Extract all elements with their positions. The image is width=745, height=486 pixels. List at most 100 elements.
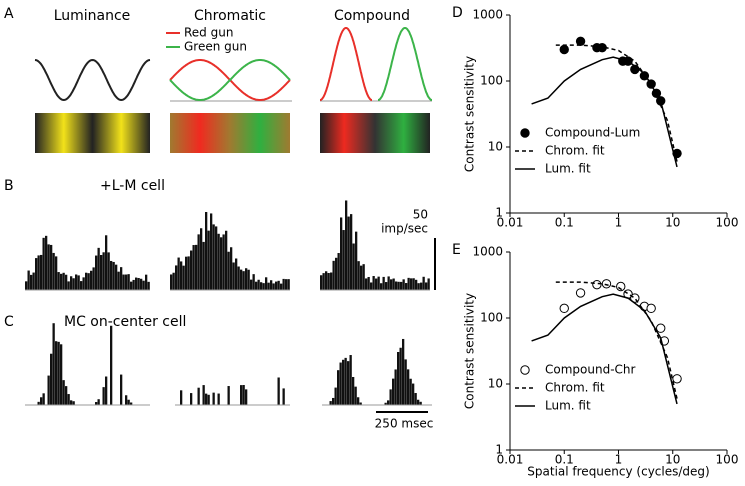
histogram-bar [242, 271, 245, 290]
stimulus-panels: A B C Luminance Chromatic Compound Red g… [4, 6, 436, 431]
histogram-bar [180, 261, 183, 290]
histogram-bar [332, 397, 335, 405]
panel-label: E [452, 242, 461, 258]
histogram-bar [80, 281, 83, 290]
histogram-bar [412, 383, 415, 405]
histogram-bar [349, 355, 352, 405]
histogram-bar [205, 211, 208, 290]
histogram-bar [402, 338, 405, 405]
data-point [601, 279, 612, 289]
y-tick-label: 1 [495, 206, 503, 220]
y-tick-label: 100 [480, 74, 503, 88]
histogram-bar [354, 386, 357, 405]
histogram-bar [360, 265, 363, 290]
histogram-bar [145, 274, 148, 290]
histogram-bar [390, 279, 393, 290]
histogram-bar [185, 256, 188, 290]
histogram-bar [272, 283, 275, 290]
y-tick-label: 1000 [472, 8, 503, 22]
histogram-bar [97, 247, 100, 290]
histogram-bar [72, 401, 75, 405]
data-point [646, 303, 656, 314]
histogram-bar [197, 234, 200, 290]
histogram-bar [42, 393, 45, 405]
histogram-bar [394, 369, 397, 405]
legend-marker [520, 128, 530, 138]
histogram-bar [392, 378, 395, 405]
histogram-bar [389, 389, 392, 405]
histogram-bar [137, 278, 140, 290]
histogram-bar [242, 385, 245, 405]
legend-label: Chrom. fit [545, 144, 605, 158]
histogram-bar [47, 244, 50, 290]
histogram-bar [277, 377, 280, 405]
histogram-bar [90, 270, 93, 290]
x-tick-label: 0.01 [497, 216, 524, 230]
histogram-bar [140, 278, 143, 290]
x-tick-label: 100 [716, 216, 739, 230]
histogram-bar [287, 279, 290, 290]
histogram-bar [270, 280, 273, 290]
histogram-bar [202, 241, 205, 290]
histogram-bar [227, 251, 230, 290]
histogram-bar [220, 237, 223, 290]
histogram-bar [210, 213, 213, 290]
histogram-bar [117, 271, 120, 290]
histogram-bar [425, 282, 428, 290]
histogram-bar [280, 283, 283, 290]
x-axis-title: Spatial frequency (cycles/deg) [527, 465, 709, 479]
data-point [575, 288, 586, 298]
histogram-bar [47, 375, 50, 405]
histogram-bar [107, 252, 110, 290]
histogram-bar [344, 357, 347, 405]
histogram-bar [370, 282, 373, 290]
row-title: MC on-center cell [64, 314, 186, 330]
histogram-bar [240, 385, 243, 405]
histogram-bar [347, 361, 350, 405]
histogram-bar [247, 269, 250, 290]
waveform [169, 59, 291, 101]
histogram-bar [60, 344, 63, 405]
x-tick-label: 100 [716, 453, 739, 467]
histogram-bar [45, 235, 48, 290]
panel-label: A [4, 6, 14, 22]
histogram-bar [202, 385, 205, 405]
histogram-bar [342, 230, 345, 290]
histogram-bar [322, 273, 325, 290]
histogram-bar [325, 271, 328, 290]
histogram-bar [342, 359, 345, 405]
histogram-bar [42, 237, 45, 290]
histogram-bar [405, 283, 408, 290]
legend-label: Compound-Lum [545, 126, 640, 140]
histogram-bar [115, 264, 118, 290]
histogram-bar [100, 254, 103, 290]
histogram-bar [320, 275, 323, 290]
data-point [672, 374, 682, 384]
histogram-bar [180, 390, 183, 405]
histogram-bar [359, 402, 362, 405]
histogram-bar [207, 230, 210, 290]
histogram-bar [60, 273, 63, 290]
waveform [320, 27, 372, 101]
histogram-bar [237, 266, 240, 290]
histogram-bar [190, 393, 193, 405]
legend-marker [520, 365, 530, 375]
x-tick-label: 0.01 [497, 453, 524, 467]
histogram-bar [282, 278, 285, 290]
histogram-bar [37, 255, 40, 290]
histogram-bar [55, 256, 58, 290]
histogram-bar [355, 231, 358, 290]
y-axis-title: Contrast sensitivity [463, 56, 477, 172]
histogram-bar [384, 402, 387, 405]
column-title: Compound [334, 8, 410, 24]
histogram-bar [407, 369, 410, 405]
histogram-bar [387, 400, 390, 405]
histogram-bar [422, 276, 425, 290]
histogram-bar [400, 281, 403, 290]
histogram-bar [172, 272, 175, 290]
histogram-bar [334, 387, 337, 405]
histogram-bar [70, 400, 73, 405]
column-title: Chromatic [194, 8, 266, 24]
histogram-bar [32, 272, 35, 290]
histogram-bar [380, 283, 383, 290]
